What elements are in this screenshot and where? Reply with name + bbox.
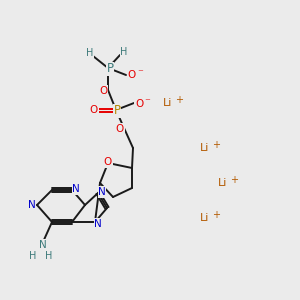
Text: Li: Li [200, 143, 209, 153]
Text: N: N [28, 200, 36, 210]
Text: O: O [104, 157, 112, 167]
Text: H: H [120, 47, 128, 57]
Text: Li: Li [200, 213, 209, 223]
Text: N: N [94, 219, 102, 229]
Text: ⁻: ⁻ [144, 97, 150, 107]
Text: O: O [128, 70, 136, 80]
Text: H: H [29, 251, 37, 261]
Text: Li: Li [218, 178, 227, 188]
Text: N: N [98, 187, 106, 197]
Text: ⁻: ⁻ [137, 68, 143, 78]
Text: P: P [113, 104, 121, 118]
Text: +: + [175, 95, 183, 105]
Text: P: P [106, 62, 113, 76]
Text: O: O [99, 86, 107, 96]
Text: O: O [90, 105, 98, 115]
Text: N: N [72, 184, 80, 194]
Text: H: H [86, 48, 94, 58]
Text: O: O [116, 124, 124, 134]
Text: O: O [135, 99, 143, 109]
Text: +: + [212, 210, 220, 220]
Text: N: N [39, 240, 47, 250]
Text: H: H [45, 251, 53, 261]
Text: Li: Li [163, 98, 172, 108]
Text: +: + [212, 140, 220, 150]
Text: +: + [230, 175, 238, 185]
